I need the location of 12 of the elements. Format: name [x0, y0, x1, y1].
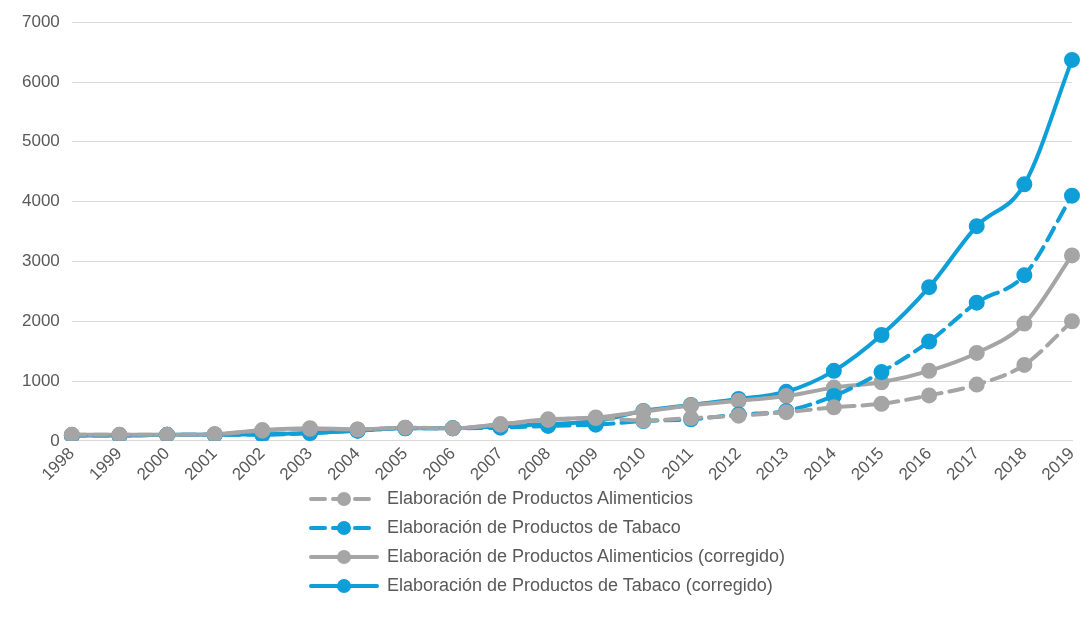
legend-label: Elaboración de Productos Alimenticios (corregido): [386, 546, 786, 567]
y-tick-label: 1000: [21, 370, 60, 390]
legend-label: Elaboración de Productos de Tabaco (corregido): [386, 575, 773, 596]
legend-label: Elaboración de Productos de Tabaco: [386, 517, 681, 538]
y-tick-label: 7000: [21, 11, 60, 31]
y-tick-label: 5000: [21, 131, 60, 151]
y-tick-label: 0: [50, 430, 60, 450]
legend-label: Elaboración de Productos Alimenticios: [386, 488, 694, 509]
y-tick-label: 2000: [21, 310, 60, 330]
y-tick-label: 4000: [21, 191, 60, 211]
y-tick-label: 6000: [21, 71, 60, 91]
y-tick-label: 3000: [21, 251, 60, 271]
